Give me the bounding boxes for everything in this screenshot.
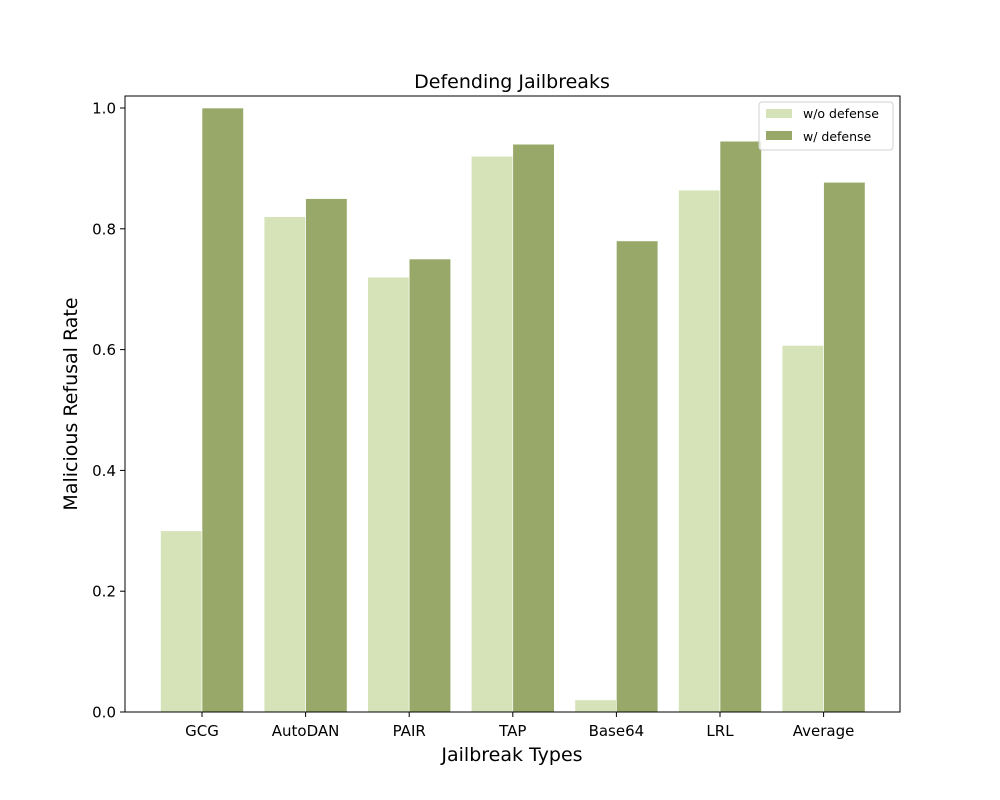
- legend-swatch-wo-defense: [766, 109, 792, 118]
- bars-group: [160, 107, 866, 713]
- x-axis-label: Jailbreak Types: [440, 744, 582, 766]
- bar-base64-wo-defense: [574, 699, 617, 713]
- legend-swatch-w-defense: [766, 131, 792, 140]
- x-tick-label: Base64: [589, 722, 645, 740]
- x-tick-label: LRL: [706, 722, 734, 740]
- bar-tap-w-defense: [512, 143, 555, 713]
- bar-autodan-w-defense: [305, 198, 348, 713]
- x-tick-label: Average: [793, 722, 855, 740]
- x-axis-ticks: GCG AutoDAN PAIR TAP Base64 LRL Average: [185, 712, 854, 740]
- legend-label-wo-defense: w/o defense: [803, 106, 879, 121]
- y-axis-label: Malicious Refusal Rate: [60, 297, 82, 510]
- bar-lrl-wo-defense: [678, 189, 721, 713]
- y-tick-label: 0.6: [92, 341, 116, 359]
- chart-title: Defending Jailbreaks: [414, 71, 610, 93]
- bar-tap-wo-defense: [470, 156, 514, 713]
- bar-autodan-wo-defense: [263, 216, 306, 713]
- legend-label-w-defense: w/ defense: [803, 129, 872, 144]
- x-tick-label: GCG: [185, 722, 219, 740]
- y-tick-label: 0.8: [92, 220, 116, 238]
- legend: w/o defense w/ defense: [758, 101, 894, 151]
- y-tick-label: 0.0: [92, 704, 116, 722]
- y-tick-label: 1.0: [92, 100, 116, 118]
- plot-frame: [124, 95, 901, 713]
- bar-gcg-w-defense: [201, 107, 244, 713]
- legend-box: [758, 101, 894, 151]
- bar-base64-w-defense: [616, 240, 659, 713]
- bar-lrl-w-defense: [719, 140, 762, 713]
- y-tick-label: 0.4: [92, 462, 116, 480]
- bar-average-wo-defense: [781, 345, 824, 713]
- x-tick-label: TAP: [498, 722, 526, 740]
- bar-pair-wo-defense: [367, 276, 410, 713]
- x-tick-label: PAIR: [393, 722, 426, 740]
- y-tick-label: 0.2: [92, 583, 116, 601]
- bar-pair-w-defense: [408, 258, 452, 713]
- y-axis-ticks: 0.0 0.2 0.4 0.6 0.8 1.0: [92, 100, 125, 722]
- bar-average-w-defense: [823, 182, 866, 713]
- x-tick-label: AutoDAN: [272, 722, 340, 740]
- bar-gcg-wo-defense: [160, 530, 203, 713]
